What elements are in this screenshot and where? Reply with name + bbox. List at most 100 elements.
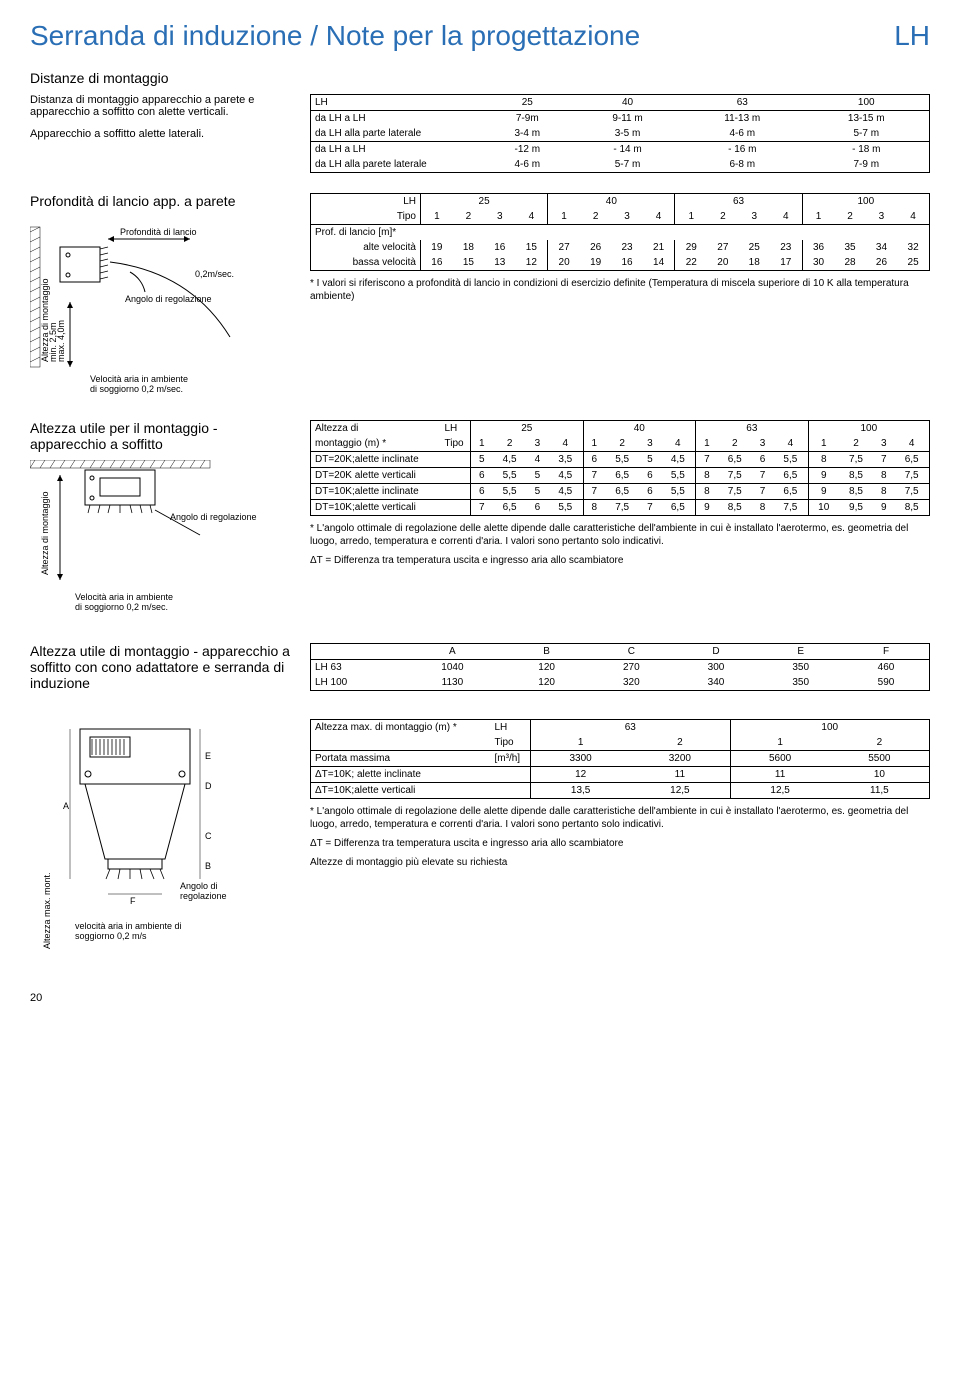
cell: 5,5 [548,500,583,516]
cell: 4,5 [548,468,583,484]
cell: 340 [674,675,759,691]
cell: - 14 m [574,142,681,158]
cell: da LH a LH [311,142,481,158]
cell: 8,5 [718,500,752,516]
cell: LH [311,95,481,111]
cell: 6 [471,484,493,500]
cell: 3 [527,436,548,452]
page-title: Serranda di induzione / Note per la prog… [30,20,930,52]
cell: C [589,644,674,660]
page-number: 20 [30,992,930,1004]
diag-label: regolazione [180,891,227,901]
cell: 1 [421,209,453,225]
cell: 6,5 [718,452,752,468]
cell: 5 [639,452,660,468]
sec4-note1: * L'angolo ottimale di regolazione delle… [310,805,930,831]
cell: 7 [873,452,894,468]
cell: 1 [696,436,718,452]
cell: 3 [484,209,515,225]
cell: 8,5 [839,484,873,500]
cell: da LH alla parte laterale [311,126,481,142]
cell: - 18 m [804,142,930,158]
cell: bassa velocità [311,255,421,271]
cell: D [674,644,759,660]
cell: 63 [675,194,802,210]
cell: 590 [843,675,929,691]
cell: 1 [808,436,839,452]
cell: 8 [808,452,839,468]
cell: 19 [421,240,453,255]
cell: 3 [611,209,642,225]
cell: 7 [471,500,493,516]
cell: 12 [516,255,548,271]
cell: 16 [484,240,515,255]
cell: 4 [643,209,675,225]
cell: 36 [802,240,834,255]
cell: Tipo [311,209,421,225]
sec1-text1: Distanza di montaggio apparecchio a pare… [30,94,290,118]
sec4-tableA: A B C D E F LH 631040120270300350460 LH … [310,643,930,691]
cell: 3 [873,436,894,452]
cell: 15 [453,255,484,271]
cell: 3-5 m [574,126,681,142]
cell: 4 [773,436,808,452]
cell: 3300 [531,751,631,767]
cell: 4,5 [493,452,527,468]
cell: 7-9m [481,111,575,127]
cell: 1040 [401,660,505,676]
cell: 28 [834,255,865,271]
cell: 320 [589,675,674,691]
cell: 15 [516,240,548,255]
cell: 5 [527,468,548,484]
cell: 5-7 m [574,157,681,173]
diag-label: velocità aria in ambiente di [75,921,182,931]
cell: DT=20K;alette inclinate [311,452,471,468]
sec4-note2: ΔT = Differenza tra temperatura uscita e… [310,837,930,850]
cell: 27 [707,240,738,255]
cell: 7-9 m [804,157,930,173]
cell: ΔT=10K; alette inclinate [311,767,531,783]
cell: 1 [548,209,580,225]
cell: 100 [804,95,930,111]
cell: 2 [718,436,752,452]
diag-label: Velocità aria in ambiente [90,374,188,384]
cell: - 16 m [681,142,804,158]
cell: 120 [504,660,589,676]
cell: 63 [531,720,731,736]
cell: 3-4 m [481,126,575,142]
cell: 8 [696,468,718,484]
cell: 8 [873,484,894,500]
sec1-heading: Distanze di montaggio [30,70,930,86]
cell: Tipo [491,735,531,751]
sec3-note2: ΔT = Differenza tra temperatura uscita e… [310,554,930,567]
cell: 2 [830,735,930,751]
cell: 3 [739,209,770,225]
cell: Tipo [441,436,471,452]
diag-label: Angolo di regolazione [125,294,212,304]
sec4-heading: Altezza utile di montaggio - apparecchio… [30,643,290,691]
cell: 6,5 [605,468,639,484]
cell: 21 [643,240,675,255]
cell: LH 63 [311,660,401,676]
cell: 1 [802,209,834,225]
cell: 25 [739,240,770,255]
cell: 1 [531,735,631,751]
cell: 120 [504,675,589,691]
cell: 4-6 m [681,126,804,142]
cell: alte velocità [311,240,421,255]
cell: 8 [752,500,773,516]
cell: 4 [527,452,548,468]
cell: 2 [453,209,484,225]
cell: 9 [696,500,718,516]
cell: 7,5 [839,452,873,468]
cell: 2 [630,735,730,751]
sec3-heading: Altezza utile per il montaggio - apparec… [30,420,290,452]
cell: 29 [675,240,707,255]
cell: 26 [866,255,897,271]
cell: 7 [583,484,605,500]
cell: 7 [752,468,773,484]
cell: 5,5 [661,468,696,484]
cell: LH 100 [311,675,401,691]
cell: 22 [675,255,707,271]
cell: 8 [696,484,718,500]
